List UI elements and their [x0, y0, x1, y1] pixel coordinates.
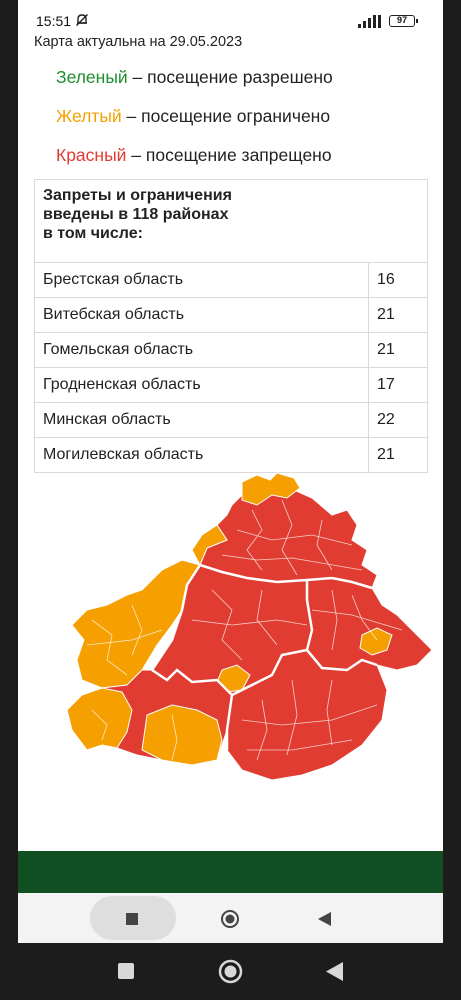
- table-row: Гомельская область 21: [34, 332, 428, 368]
- table-row: Минская область 22: [34, 402, 428, 438]
- region-count: 22: [368, 402, 428, 438]
- table-row: Могилевская область 21: [34, 437, 428, 473]
- map-region-borders: [150, 563, 378, 750]
- table-header-row: Запреты и ограничения введены в 118 райо…: [34, 179, 428, 263]
- legend-red-description: – посещение запрещено: [126, 145, 332, 165]
- map-region-vitebsk-west-yellow: [191, 524, 228, 567]
- map-region-vitebsk-yellow: [241, 472, 301, 506]
- bell-off-icon: [76, 14, 88, 26]
- region-count: 17: [368, 367, 428, 403]
- region-count: 16: [368, 262, 428, 298]
- legend-yellow-word: Желтый: [56, 106, 122, 126]
- belarus-map: [66, 472, 432, 781]
- legend-green-description: – посещение разрешено: [127, 67, 333, 87]
- app-navigation-bar: [18, 893, 443, 943]
- legend-green-word: Зеленый: [56, 67, 128, 87]
- region-name: Минская область: [34, 402, 369, 438]
- legend-yellow-description: – посещение ограничено: [121, 106, 331, 126]
- region-name: Гомельская область: [34, 332, 369, 368]
- table-row: Гродненская область 17: [34, 367, 428, 403]
- status-bar: 15:51 97: [18, 0, 443, 34]
- region-name: Брестская область: [34, 262, 369, 298]
- legend-green: Зеленый – посещение разрешено: [56, 67, 333, 88]
- map-district-lines: [86, 499, 403, 761]
- triangle-back-icon[interactable]: [326, 962, 343, 981]
- region-name: Могилевская область: [34, 437, 369, 473]
- table-header: Запреты и ограничения введены в 118 райо…: [34, 179, 428, 263]
- circle-home-icon[interactable]: [220, 909, 240, 929]
- map-region-brest-yellow: [66, 687, 133, 751]
- phone-screen: 15:51 97 Карта актуальна на 29.05.2023 З…: [18, 0, 443, 943]
- table-header-line: в том числе:: [43, 225, 143, 242]
- system-navigation-bar: [0, 943, 461, 1000]
- square-stop-icon[interactable]: [126, 913, 138, 925]
- map-region-mogilev-yellow: [359, 627, 393, 656]
- triangle-back-icon[interactable]: [318, 912, 331, 926]
- bottom-banner-bar: [18, 851, 443, 893]
- table-row: Витебская область 21: [34, 297, 428, 333]
- legend-red-word: Красный: [56, 145, 127, 165]
- status-time: 15:51: [36, 13, 72, 29]
- circle-home-icon[interactable]: [218, 959, 243, 984]
- legend-red: Красный – посещение запрещено: [56, 145, 332, 166]
- region-count: 21: [368, 332, 428, 368]
- table-row: Брестская область 16: [34, 262, 428, 298]
- square-stop-icon[interactable]: [118, 963, 134, 979]
- region-name: Гродненская область: [34, 367, 369, 403]
- signal-icon: [358, 15, 381, 28]
- table-header-line: введены в 118 районах: [43, 206, 229, 223]
- legend-yellow: Желтый – посещение ограничено: [56, 106, 330, 127]
- map-region-mogilev: [306, 577, 432, 671]
- region-count: 21: [368, 437, 428, 473]
- region-name: Витебская область: [34, 297, 369, 333]
- battery-icon: 97: [389, 15, 418, 27]
- map-date-label: Карта актуальна на 29.05.2023: [34, 34, 243, 50]
- region-count: 21: [368, 297, 428, 333]
- table-header-line: Запреты и ограничения: [43, 187, 232, 204]
- map-region-brest-south-yellow: [141, 704, 223, 766]
- restrictions-table: Запреты и ограничения введены в 118 райо…: [34, 179, 428, 473]
